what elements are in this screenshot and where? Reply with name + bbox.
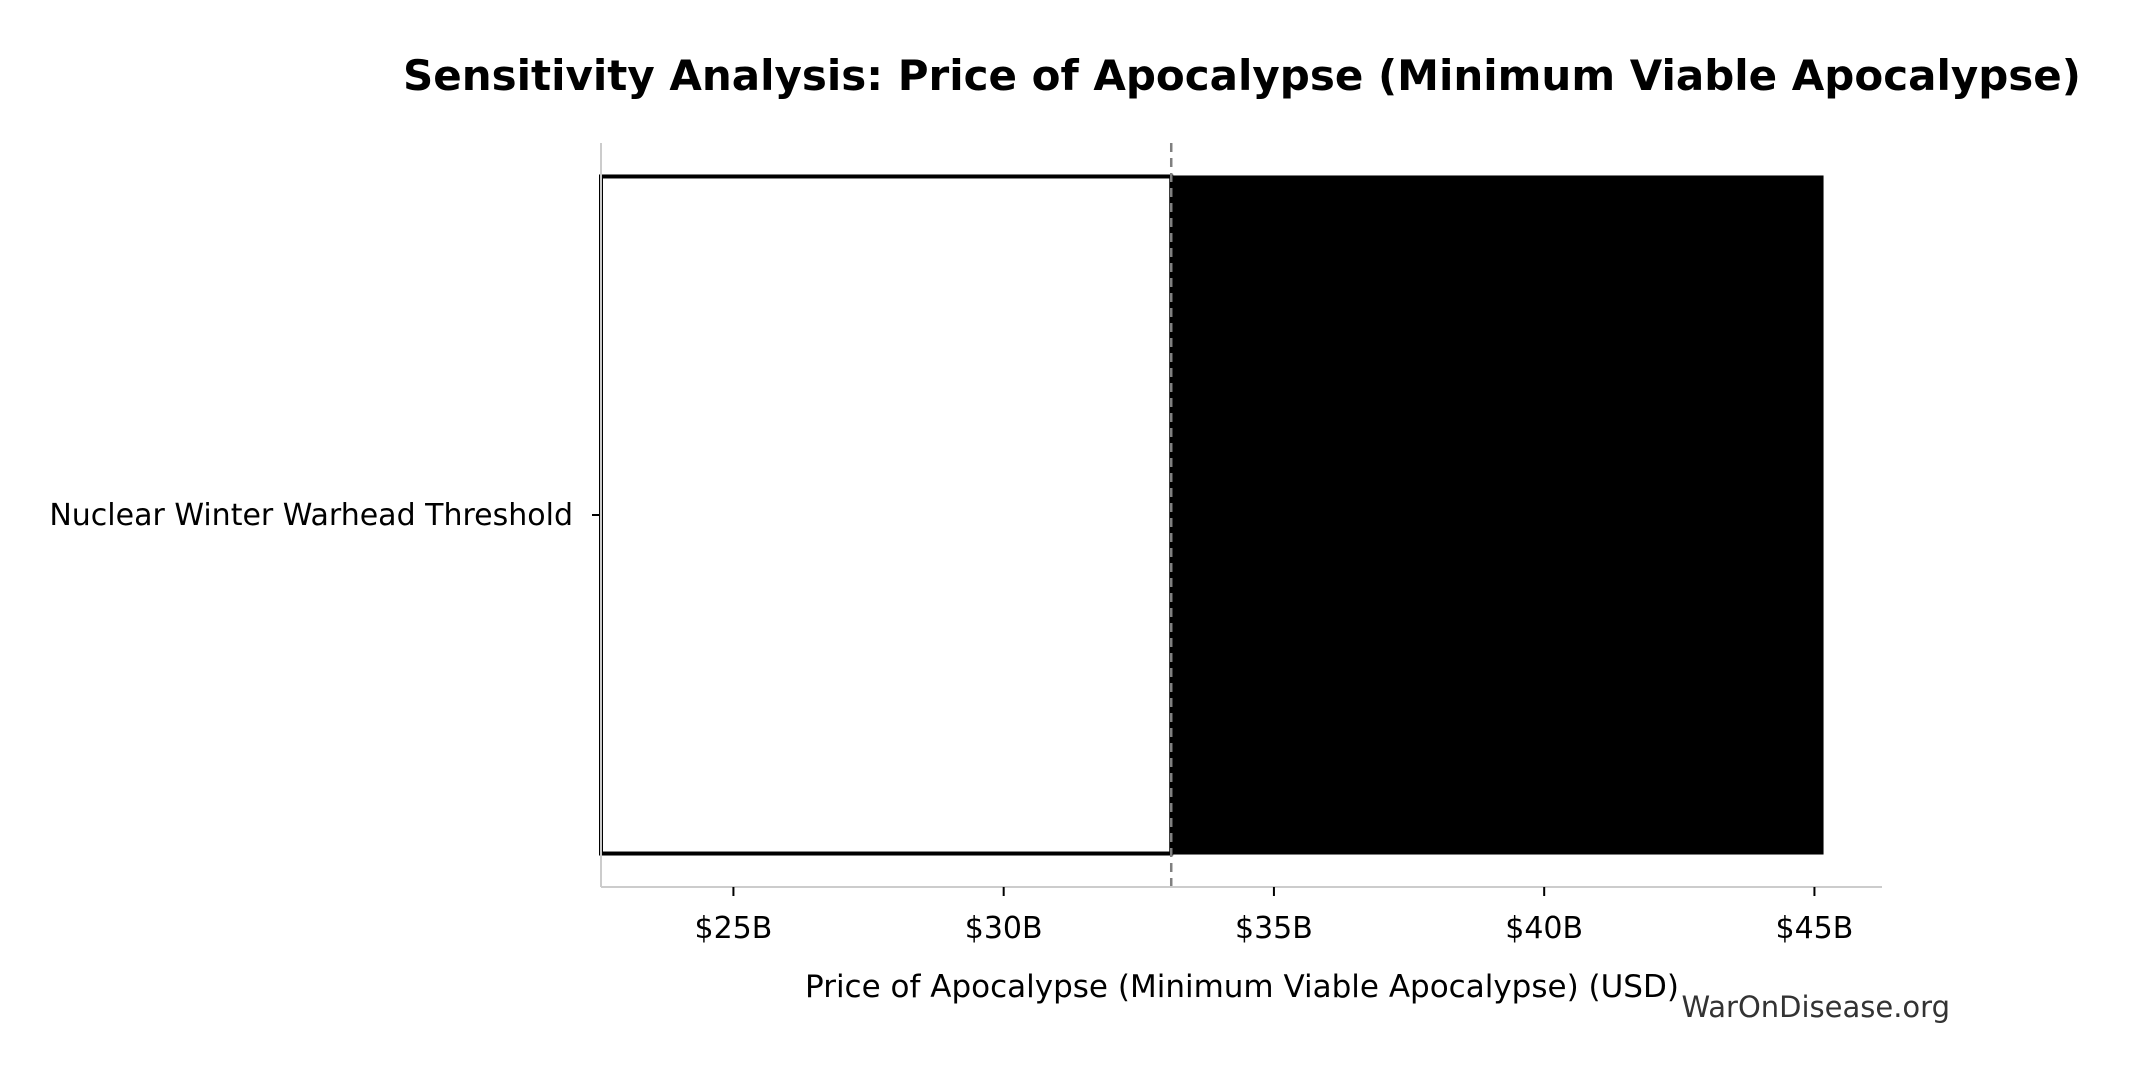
- x-tick-label: $35B: [1235, 911, 1313, 946]
- x-tick-label: $30B: [965, 911, 1043, 946]
- bars-layer: [599, 143, 1824, 887]
- chart-title: Sensitivity Analysis: Price of Apocalyps…: [403, 51, 2081, 100]
- x-tick-label: $25B: [695, 911, 773, 946]
- bar-high: [1170, 175, 1824, 855]
- bar-low: [599, 174, 1174, 856]
- watermark-text: WarOnDisease.org: [1681, 990, 1950, 1024]
- axes-layer: Nuclear Winter Warhead Threshold $25B $30B…: [49, 143, 1882, 946]
- x-tick-label: $40B: [1505, 911, 1583, 946]
- x-tick-label: $45B: [1776, 911, 1854, 946]
- y-tick-label: Nuclear Winter Warhead Threshold: [49, 498, 573, 533]
- x-axis-label: Price of Apocalypse (Minimum Viable Apoc…: [805, 969, 1679, 1005]
